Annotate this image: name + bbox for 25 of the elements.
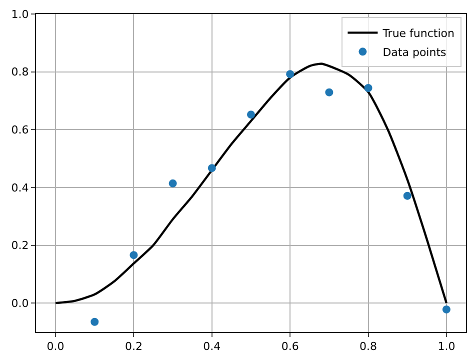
- y-tick-label: 0.0: [11, 296, 29, 310]
- point: [130, 251, 138, 260]
- x-tick-label: 0.8: [360, 340, 378, 354]
- line-series: [54, 62, 448, 304]
- point: [168, 179, 177, 188]
- point: [325, 88, 334, 96]
- x-tick-label: 0.0: [46, 340, 64, 354]
- y-tick-label: 0.8: [11, 66, 29, 79]
- legend-label: True function: [382, 26, 455, 40]
- legend-label: Data points: [382, 46, 447, 59]
- y-tick-label: 0.6: [11, 123, 29, 136]
- point: [90, 318, 99, 326]
- x-tick-label: 0.6: [281, 340, 299, 354]
- x-tick-label: 0.2: [124, 340, 142, 354]
- point: [286, 70, 294, 78]
- point: [442, 305, 450, 314]
- point: [403, 192, 412, 200]
- y-tick-label: 1.0: [11, 8, 29, 21]
- x-tick-label: 1.0: [438, 340, 456, 354]
- point: [247, 110, 255, 119]
- y-tick-label: 0.2: [11, 239, 29, 252]
- point: [208, 164, 216, 172]
- point: [364, 84, 372, 92]
- x-tick-label: 0.4: [203, 340, 221, 354]
- y-tick-label: 0.4: [11, 181, 29, 194]
